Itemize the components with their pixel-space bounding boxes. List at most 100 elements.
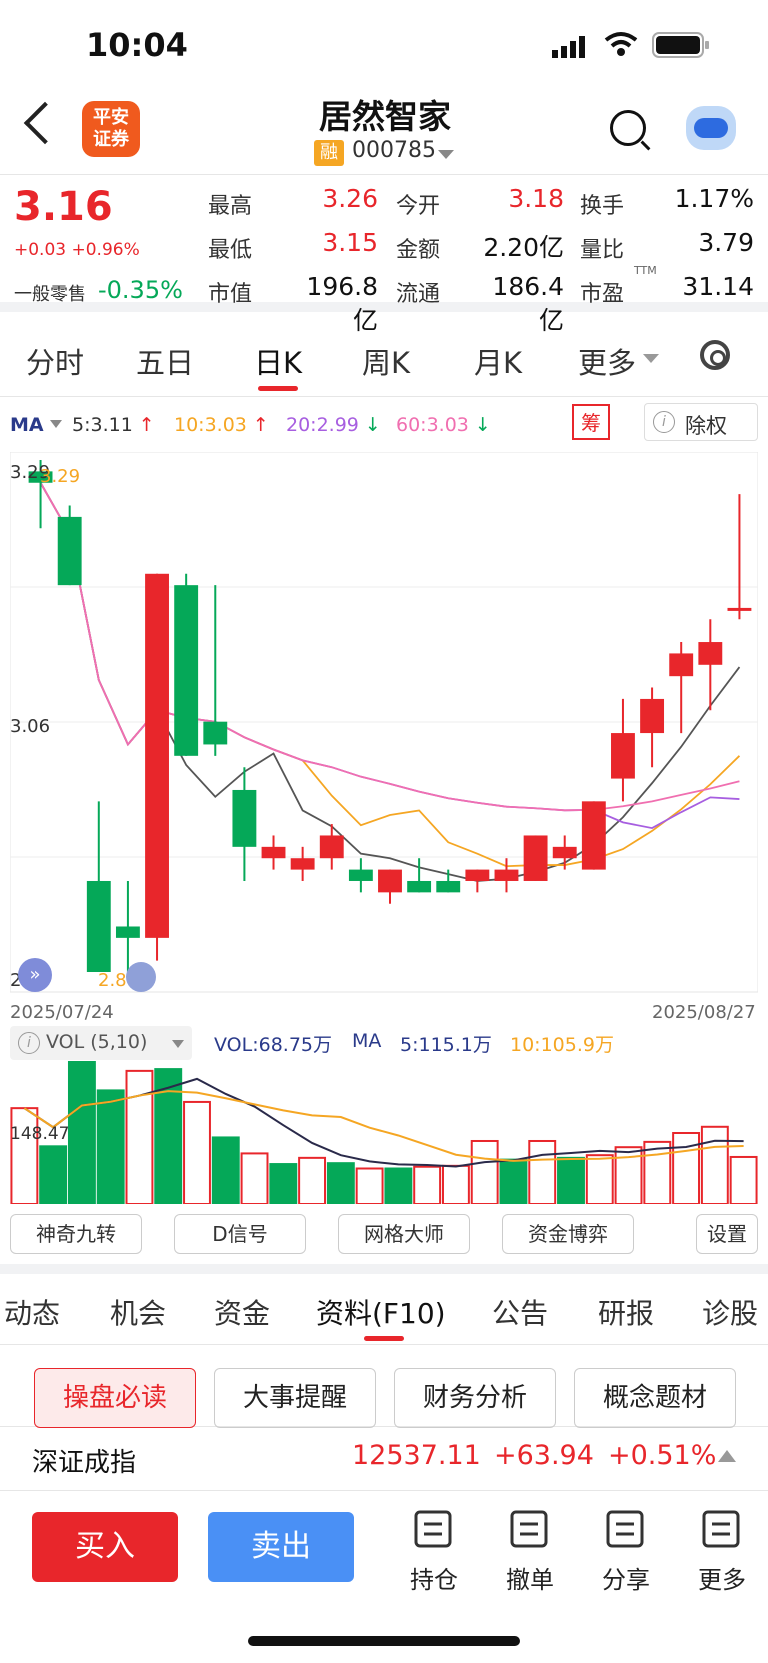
- volume-value: VOL:68.75万: [214, 1034, 332, 1056]
- f10-sub-button[interactable]: 概念题材: [574, 1368, 736, 1428]
- period-tab[interactable]: 日K: [254, 346, 303, 380]
- nav-label[interactable]: 撤单: [506, 1566, 554, 1594]
- ex-rights-label: 除权: [685, 414, 727, 438]
- collapse-icon[interactable]: »: [18, 958, 52, 992]
- home-indicator[interactable]: [248, 1636, 520, 1646]
- more-dropdown-icon[interactable]: [643, 354, 659, 363]
- ticker-divider: [0, 1490, 768, 1491]
- quote-field-value: 1.17%: [674, 184, 754, 213]
- volume-chart[interactable]: [10, 1058, 758, 1204]
- info-tab[interactable]: 公告: [492, 1297, 549, 1330]
- info-tab[interactable]: 研报: [598, 1297, 655, 1330]
- volume-header: i VOL (5,10): [10, 1026, 192, 1060]
- candle: [465, 869, 490, 881]
- expand-up-icon[interactable]: [718, 1450, 736, 1462]
- ma-value: 20:2.99: [286, 414, 359, 436]
- f10-sub-button[interactable]: 财务分析: [394, 1368, 556, 1428]
- tabs-divider: [0, 396, 768, 397]
- candle: [581, 801, 606, 870]
- sell-button[interactable]: 卖出: [208, 1512, 354, 1582]
- quote-field-value: 2.20亿: [483, 233, 564, 262]
- tool-button[interactable]: 资金博弈: [502, 1214, 634, 1254]
- period-tab[interactable]: 周K: [362, 346, 411, 380]
- gear-icon[interactable]: [700, 340, 730, 370]
- active-f10-indicator: [364, 1336, 404, 1341]
- volume-bar: [211, 1136, 240, 1204]
- quote-field-label: 市盈: [580, 282, 625, 307]
- candle: [319, 835, 344, 859]
- quote-field-value: 3.15: [322, 228, 378, 257]
- kline-chart[interactable]: [10, 452, 758, 1012]
- period-tab[interactable]: 五日: [136, 346, 195, 380]
- reset-icon[interactable]: [126, 962, 156, 992]
- quote-field-label: 最低: [208, 238, 253, 263]
- volume-label[interactable]: VOL (5,10): [46, 1031, 148, 1053]
- tool-button[interactable]: 神奇九转: [10, 1214, 142, 1254]
- code-dropdown-icon[interactable]: [438, 150, 454, 159]
- high-marker: 3.29: [40, 466, 81, 487]
- chip-button[interactable]: 筹: [572, 404, 610, 440]
- period-tab[interactable]: 月K: [474, 346, 523, 380]
- volume-bar: [413, 1165, 442, 1204]
- tool-button[interactable]: 网格大师: [338, 1214, 470, 1254]
- share-icon[interactable]: [606, 1510, 646, 1548]
- candle: [290, 858, 315, 870]
- candle: [523, 835, 548, 881]
- index-pct: +0.51%: [608, 1440, 717, 1471]
- volume-ma10: 10:105.9万: [510, 1034, 614, 1056]
- tool-button[interactable]: 设置: [696, 1214, 758, 1254]
- f10-sub-button[interactable]: 操盘必读: [34, 1368, 196, 1428]
- info-tab[interactable]: 机会: [110, 1297, 167, 1330]
- ticker-divider: [0, 1426, 768, 1427]
- search-icon[interactable]: [610, 110, 646, 146]
- info-tab[interactable]: 动态: [4, 1297, 61, 1330]
- candle: [145, 573, 169, 938]
- candle: [552, 846, 577, 859]
- back-icon[interactable]: [23, 101, 67, 145]
- candle: [261, 846, 286, 859]
- quote-field-label: 最高: [208, 194, 253, 219]
- f10-sub-button[interactable]: 大事提醒: [214, 1368, 376, 1428]
- nav-label[interactable]: 持仓: [410, 1566, 458, 1594]
- volume-dropdown-icon[interactable]: [172, 1040, 184, 1048]
- more-icon[interactable]: [702, 1510, 742, 1548]
- quote-field-value: 196.8亿: [306, 272, 378, 335]
- ttm-superscript: TTM: [634, 264, 657, 277]
- volume-y-label: 148.47: [10, 1124, 70, 1144]
- tool-button[interactable]: D信号: [174, 1214, 306, 1254]
- quote-field-value: 3.18: [508, 184, 564, 213]
- info-tab[interactable]: 资料(F10): [316, 1297, 446, 1330]
- nav-label[interactable]: 分享: [602, 1566, 650, 1594]
- stock-name[interactable]: 居然智家: [319, 97, 451, 136]
- active-tab-indicator: [258, 386, 298, 391]
- index-name[interactable]: 深证成指: [32, 1448, 137, 1478]
- nav-label[interactable]: 更多: [698, 1566, 746, 1594]
- logo-text: 平安 证券: [93, 107, 129, 150]
- wifi-icon: [604, 30, 638, 62]
- volume-bar: [298, 1156, 327, 1204]
- buy-button[interactable]: 买入: [32, 1512, 178, 1582]
- chart-frame: [10, 452, 758, 993]
- volume-bar: [326, 1162, 355, 1204]
- info-tab[interactable]: 诊股: [702, 1297, 759, 1330]
- ma-item: 20:2.99 ↓: [286, 414, 381, 436]
- candle: [494, 869, 519, 881]
- ex-rights-button[interactable]: i 除权: [644, 403, 758, 441]
- period-tab[interactable]: 分时: [26, 346, 85, 380]
- volume-bar: [557, 1156, 585, 1204]
- section-band: [0, 302, 768, 312]
- index-value: 12537.11: [352, 1440, 481, 1471]
- period-tab[interactable]: 更多: [578, 346, 637, 380]
- holdings-icon[interactable]: [414, 1510, 454, 1548]
- ma-dropdown-icon[interactable]: [50, 420, 62, 428]
- cancel-order-icon[interactable]: [510, 1510, 550, 1548]
- ma-label[interactable]: MA: [10, 414, 44, 436]
- y-axis-top: 3.29: [10, 462, 51, 483]
- info-tab[interactable]: 资金: [214, 1297, 271, 1330]
- volume-bar: [729, 1155, 758, 1204]
- candle: [640, 698, 665, 734]
- ai-assistant-icon[interactable]: [686, 106, 736, 150]
- volume-bar: [384, 1167, 413, 1204]
- stock-code[interactable]: 000785: [352, 138, 436, 163]
- quote-field-label: 金额: [396, 238, 441, 263]
